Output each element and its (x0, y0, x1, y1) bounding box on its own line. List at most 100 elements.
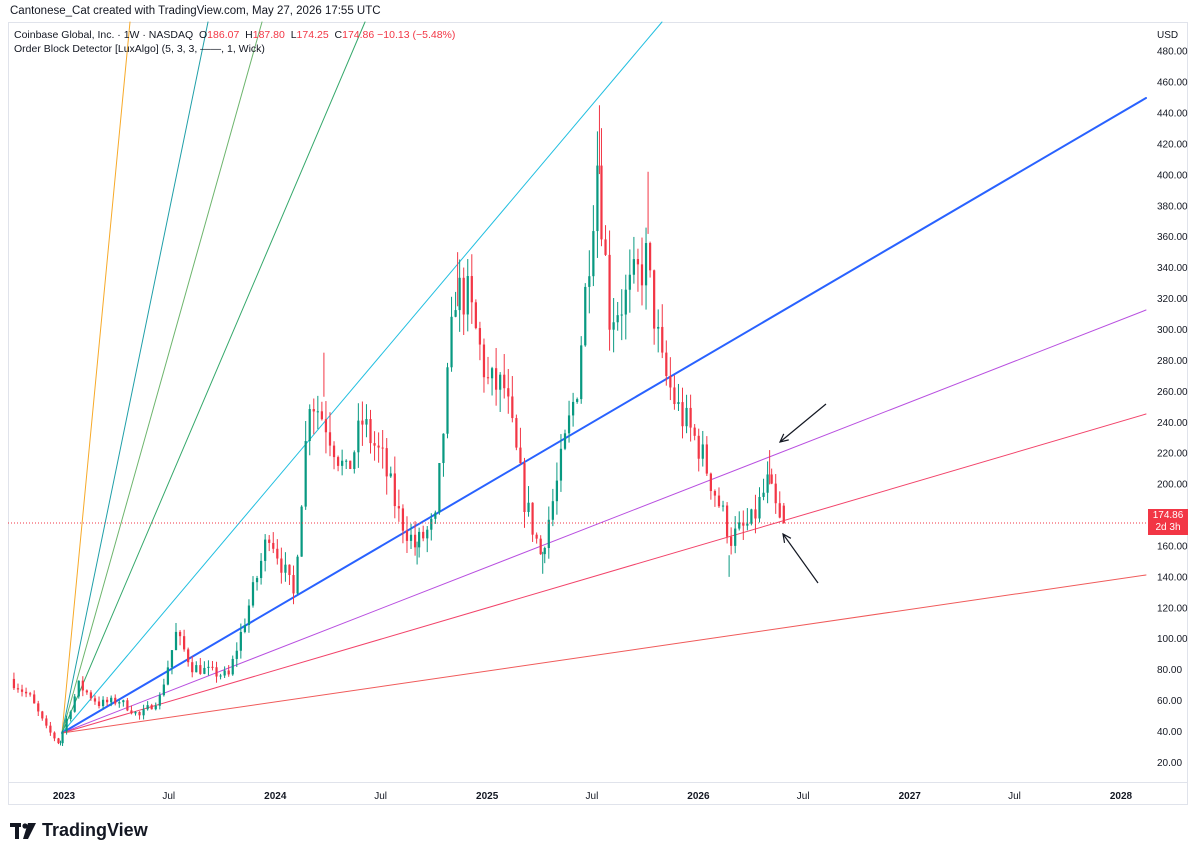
candle (369, 409, 372, 454)
candle-body (97, 701, 101, 707)
tradingview-brand[interactable]: TradingView (10, 820, 148, 841)
candle (12, 672, 16, 690)
candle-body (154, 705, 157, 710)
candle (531, 502, 534, 542)
candle (636, 248, 640, 292)
candle-body (77, 680, 80, 697)
candle-body (308, 409, 311, 442)
candle (106, 696, 109, 707)
candle (644, 227, 648, 310)
price-tick-label: 120.00 (1157, 603, 1188, 614)
candle (365, 404, 368, 438)
price-tick-label: 420.00 (1157, 139, 1188, 150)
time-tick-label: 2027 (899, 791, 922, 802)
indicator-legend[interactable]: Order Block Detector [LuxAlgo] (5, 3, 3,… (14, 43, 265, 55)
candle (122, 699, 125, 707)
candle-body (223, 670, 226, 676)
price-tick-label: 160.00 (1157, 541, 1188, 552)
candle-body (114, 697, 117, 704)
candlesticks (12, 105, 785, 747)
candle (580, 336, 583, 404)
candle (669, 357, 672, 401)
candle (332, 441, 336, 470)
price-tick-label: 140.00 (1157, 572, 1188, 583)
fan-line-red (61, 574, 1147, 734)
ohlc-high: H187.80 (245, 29, 285, 41)
candle-body (665, 352, 668, 376)
candle (292, 565, 295, 605)
candle-body (648, 243, 652, 271)
candle-body (697, 435, 700, 459)
candle (624, 274, 627, 340)
candle (118, 700, 121, 708)
candle (478, 321, 482, 361)
candle (158, 692, 161, 710)
candle-body (636, 259, 640, 265)
candle (146, 701, 149, 711)
currency-label[interactable]: USD (1157, 30, 1179, 41)
candle (61, 730, 64, 747)
candle (576, 397, 579, 404)
candle-body (158, 695, 161, 706)
candle-body (373, 443, 376, 446)
candle (547, 506, 550, 559)
candle (247, 599, 251, 633)
chart-frame[interactable] (8, 22, 1188, 805)
candle (324, 401, 328, 454)
fan-line-purple (61, 309, 1147, 734)
candle (559, 434, 563, 492)
candle-body (284, 564, 287, 573)
candle-body (600, 165, 603, 240)
candle-body (37, 703, 40, 712)
symbol-legend[interactable]: Coinbase Global, Inc. · 1W · NASDAQ O186… (14, 29, 455, 41)
candle (300, 505, 303, 557)
candle-body (531, 502, 534, 535)
candle-body (93, 698, 97, 702)
candle (397, 489, 400, 522)
candle (535, 532, 538, 544)
candle-body (296, 556, 299, 594)
price-tick-label: 80.00 (1157, 665, 1182, 676)
candle (101, 696, 105, 710)
price-tick-label: 220.00 (1157, 449, 1188, 460)
candle (511, 376, 514, 423)
candle (677, 383, 680, 411)
candle (628, 249, 631, 313)
candle (223, 666, 226, 678)
candle (730, 527, 733, 555)
price-tick-label: 480.00 (1157, 47, 1188, 58)
candle-body (106, 699, 109, 703)
time-tick-label: 2026 (687, 791, 710, 802)
candle-body (490, 368, 494, 379)
candle-body (709, 473, 712, 492)
candle-body (782, 505, 785, 523)
candle (466, 259, 469, 332)
candle-body (118, 702, 121, 704)
candle (235, 642, 238, 667)
candle (336, 455, 340, 472)
candle (474, 299, 477, 330)
candle (782, 502, 785, 524)
candle-body (45, 718, 48, 726)
trendline-blue (61, 97, 1147, 734)
candle-body (304, 441, 307, 507)
candle (215, 661, 218, 683)
candle-body (596, 165, 599, 232)
candle-body (555, 480, 559, 502)
candle-body (454, 310, 457, 317)
candle (458, 259, 461, 332)
candle (182, 629, 186, 652)
price-tick-label: 460.00 (1157, 78, 1188, 89)
candle (377, 432, 380, 463)
candle (697, 428, 700, 472)
candle-body (409, 534, 413, 541)
candle-body (12, 678, 16, 689)
candle (515, 414, 518, 451)
candle (754, 494, 757, 534)
candle-body (187, 649, 190, 663)
price-tick-label: 340.00 (1157, 263, 1188, 274)
candle-body (430, 518, 433, 530)
candle (470, 254, 473, 324)
candle-body (750, 509, 753, 524)
